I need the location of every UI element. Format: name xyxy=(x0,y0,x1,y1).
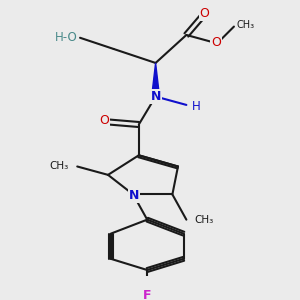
Polygon shape xyxy=(152,63,160,97)
Text: O: O xyxy=(200,8,209,20)
Text: F: F xyxy=(143,289,152,300)
Text: CH₃: CH₃ xyxy=(237,20,255,30)
Text: H: H xyxy=(192,100,201,113)
Text: N: N xyxy=(129,189,139,203)
Text: CH₃: CH₃ xyxy=(50,161,69,172)
Text: CH₃: CH₃ xyxy=(195,214,214,225)
Text: H-O: H-O xyxy=(55,31,77,44)
Text: O: O xyxy=(99,114,109,127)
Text: O: O xyxy=(212,36,221,49)
Text: N: N xyxy=(150,90,161,103)
